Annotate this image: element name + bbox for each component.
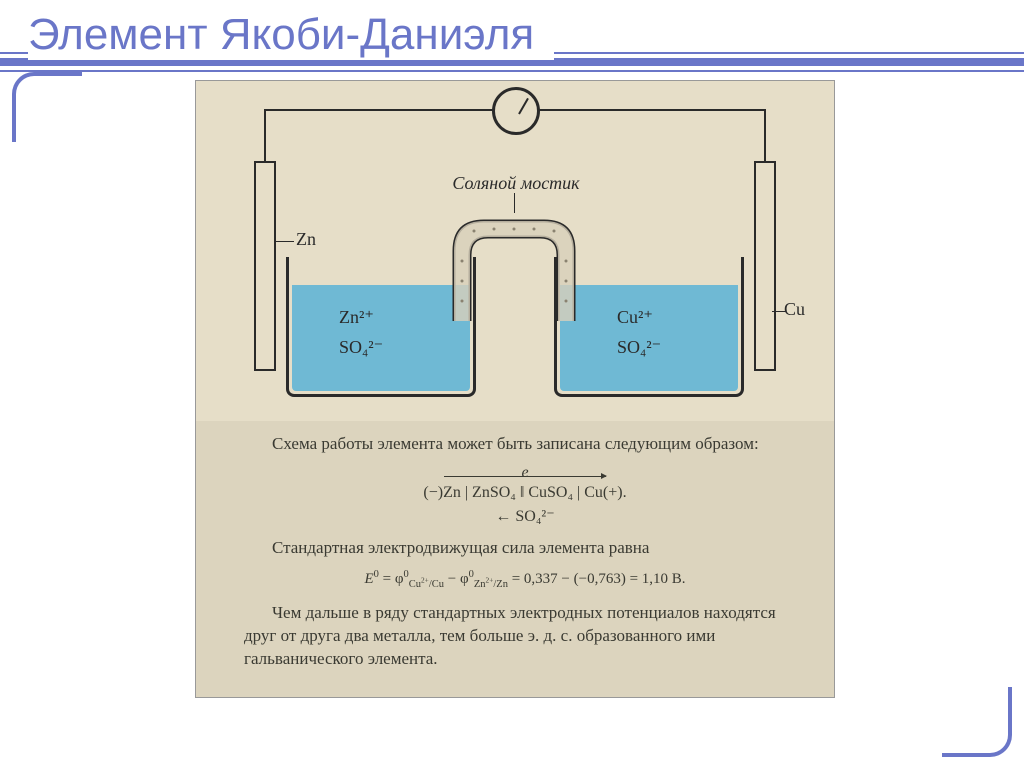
electron-arrow-icon [444,476,607,477]
text-block: Схема работы элемента может быть записан… [196,421,834,697]
paragraph-3: Чем дальше в ряду стандартных электродны… [244,602,806,671]
slide-title: Элемент Якоби-Даниэля [28,10,554,60]
cell-notation-text: (−)Zn | ZnSO₄ ‖ CuSO₄ | Cu(+). [423,484,626,501]
zn-electrode [254,161,276,371]
ion-label-cu: Cu²⁺ [617,307,653,328]
galvanic-cell-diagram: Zn²⁺ SO₄²⁻ Cu²⁺ SO₄²⁻ Zn Cu Соляной мост… [196,81,834,421]
lead-line [514,193,515,213]
ion-label-so4-left: SO₄²⁻ [339,337,383,358]
electron-flow-label: e [521,462,528,484]
paragraph-2: Стандартная электродвижущая сила элемент… [244,537,806,560]
ion-label-so4-right: SO₄²⁻ [617,337,661,358]
content-scan: Zn²⁺ SO₄²⁻ Cu²⁺ SO₄²⁻ Zn Cu Соляной мост… [195,80,835,698]
slide-frame: Элемент Якоби-Даниэля Zn²⁺ S [0,0,1024,767]
cu-electrode [754,161,776,371]
wire [264,109,494,111]
label-zn: Zn [296,229,316,250]
meter-needle [518,98,529,115]
lead-line [772,311,786,312]
wire [538,109,766,111]
voltmeter-icon [492,87,540,135]
paragraph-1: Схема работы элемента может быть записан… [244,433,806,456]
emf-equation: E0 = φ0Cu2+/Cu − φ0Zn2+/Zn = 0,337 − (−0… [244,568,806,592]
cell-notation-sulfate: ← SO₄²⁻ [244,506,806,528]
salt-bridge-icon [434,211,594,321]
ion-label-zn: Zn²⁺ [339,307,374,328]
cell-notation: e (−)Zn | ZnSO₄ ‖ CuSO₄ | Cu(+). ← SO₄²⁻ [244,464,806,527]
frame-corner-tl [12,72,82,142]
lead-line [276,241,294,242]
wire [264,109,266,145]
salt-bridge-label: Соляной мостик [436,173,596,194]
frame-corner-br [942,687,1012,757]
label-cu: Cu [784,299,805,320]
